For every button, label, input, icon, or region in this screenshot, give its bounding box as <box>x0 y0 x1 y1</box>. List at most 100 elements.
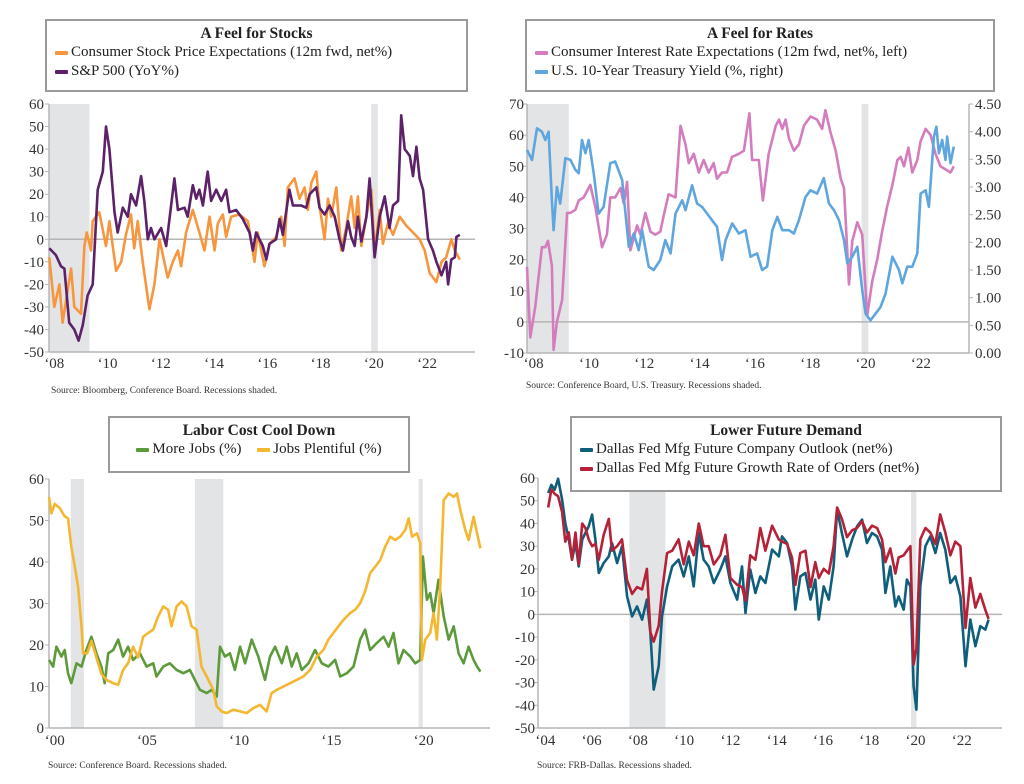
x-tick-label: ‘22 <box>911 356 931 372</box>
x-tick-label: ‘16 <box>745 356 765 372</box>
x-tick-label: ‘06 <box>582 733 602 749</box>
chart-2: 60 50 40 30 20 10 0‘00 ‘05 ‘10 ‘15 ‘20 <box>29 472 490 749</box>
chart-title: Labor Cost Cool Down <box>182 422 336 439</box>
y-tick-label: 20 <box>29 187 44 203</box>
y-tick-label: -30 <box>24 300 44 316</box>
y-tick-label-right: 0.00 <box>975 346 1001 362</box>
y-tick-label: 30 <box>29 597 44 613</box>
x-tick-label: ‘14 <box>767 733 787 749</box>
x-tick-label: ‘12 <box>151 356 171 372</box>
y-tick-label: 30 <box>509 222 524 238</box>
y-tick-label-right: 3.00 <box>975 180 1001 196</box>
y-tick-label: 40 <box>509 190 524 206</box>
legend-item-consumer-rate-expectations: Consumer Interest Rate Expectations (12m… <box>535 43 985 62</box>
legend-swatch <box>257 447 271 452</box>
legend-swatch <box>580 466 593 471</box>
series-line-1 <box>525 125 956 322</box>
y-tick-label: 60 <box>509 128 524 144</box>
legend-label: Consumer Stock Price Expectations (12m f… <box>71 44 393 60</box>
y-tick-label: 60 <box>29 97 44 113</box>
series-line-0 <box>546 477 990 711</box>
y-tick-label-right: 3.50 <box>975 152 1001 168</box>
legend-label: Dallas Fed Mfg Future Growth Rate of Ord… <box>596 460 920 476</box>
y-tick-label: 30 <box>520 539 535 555</box>
y-tick-label: 20 <box>520 562 535 578</box>
legend-item-growth-orders: Dallas Fed Mfg Future Growth Rate of Ord… <box>580 459 992 478</box>
x-tick-label: ‘12 <box>634 356 654 372</box>
chart-1: 70 60 50 40 30 20 10 0 -10 4.50 4.00 3.50 3.00 2.50 2.… <box>504 97 1001 372</box>
recession-shade <box>70 479 85 728</box>
x-tick-label: ‘22 <box>417 356 437 372</box>
chart-3: 60 50 40 30 20 10 0 -10 -20 -30 -40 -50‘04 ‘06 ‘08 ‘10… <box>515 471 1002 749</box>
y-tick-label: -20 <box>515 653 535 669</box>
legend-swatch <box>55 50 68 55</box>
x-tick-label: ‘20 <box>905 733 925 749</box>
x-tick-label: ‘20 <box>856 356 876 372</box>
x-tick-label: ‘10 <box>579 356 599 372</box>
x-tick-label: ‘18 <box>800 356 820 372</box>
y-tick-label: 20 <box>29 638 44 654</box>
x-tick-label: ‘12 <box>720 733 740 749</box>
series-line-1 <box>546 488 990 666</box>
x-tick-label: ‘00 <box>45 733 65 749</box>
x-tick-label: ‘05 <box>137 733 157 749</box>
y-tick-label: 20 <box>509 253 524 269</box>
legend-swatch <box>535 69 548 74</box>
chart-title: A Feel for Stocks <box>200 25 313 42</box>
y-tick-label-right: 4.50 <box>975 97 1001 113</box>
x-tick-label: ‘08 <box>628 733 648 749</box>
source-note: Source: Conference Board. Recessions sha… <box>48 761 227 771</box>
legend-demand: Lower Future Demand Dallas Fed Mfg Futur… <box>570 416 1002 492</box>
recession-shade <box>861 104 869 353</box>
y-tick-label: 50 <box>29 120 44 136</box>
legend-label: More Jobs (%) <box>152 441 242 457</box>
x-tick-label: ‘14 <box>204 356 224 372</box>
y-tick-label: 50 <box>29 514 44 530</box>
x-tick-label: ‘08 <box>44 356 64 372</box>
legend-swatch <box>136 447 150 452</box>
series-line-1 <box>47 492 482 715</box>
y-tick-label: 0 <box>528 607 536 623</box>
legend-item-more-jobs: More Jobs (%) <box>136 440 242 459</box>
y-tick-label: -10 <box>24 255 44 271</box>
y-tick-label: 50 <box>520 494 535 510</box>
legend-label: Consumer Interest Rate Expectations (12m… <box>551 44 908 60</box>
x-tick-label: ‘16 <box>257 356 277 372</box>
legend-swatch <box>535 50 548 55</box>
x-tick-label: ‘08 <box>524 356 544 372</box>
y-tick-label: -10 <box>515 630 535 646</box>
y-tick-label: -40 <box>24 322 44 338</box>
x-tick-label: ‘10 <box>98 356 118 372</box>
x-tick-label: ‘04 <box>535 733 555 749</box>
y-tick-label: 10 <box>29 680 44 696</box>
y-tick-label: 10 <box>29 210 44 226</box>
legend-stocks: A Feel for Stocks Consumer Stock Price E… <box>45 19 468 92</box>
y-tick-label-right: 4.00 <box>975 125 1001 141</box>
x-tick-label: ‘20 <box>364 356 384 372</box>
y-tick-label-right: 2.50 <box>975 208 1001 224</box>
chart-title: A Feel for Rates <box>706 25 814 42</box>
legend-rates: A Feel for Rates Consumer Interest Rate … <box>525 19 995 92</box>
y-tick-label: 60 <box>29 472 44 488</box>
recession-shade <box>911 478 917 728</box>
y-tick-label: 30 <box>29 165 44 181</box>
legend-label: S&P 500 (YoY%) <box>71 63 179 79</box>
y-tick-label: 10 <box>520 585 535 601</box>
x-tick-label: ‘14 <box>690 356 710 372</box>
legend-label: Jobs Plentiful (%) <box>273 441 382 457</box>
y-tick-label: 0 <box>517 315 525 331</box>
x-tick-label: ‘16 <box>813 733 833 749</box>
legend-item-jobs-plentiful: Jobs Plentiful (%) <box>257 440 382 459</box>
y-tick-label: -40 <box>515 698 535 714</box>
y-tick-label: 70 <box>509 97 524 113</box>
y-tick-label: -20 <box>24 277 44 293</box>
y-tick-label-right: 2.00 <box>975 235 1001 251</box>
y-tick-label-right: 0.50 <box>975 318 1001 334</box>
y-tick-label: 40 <box>29 142 44 158</box>
legend-item-company-outlook: Dallas Fed Mfg Future Company Outlook (n… <box>580 440 992 459</box>
chart-0: 60 50 40 30 20 10 0 -10 -20 -30 -40 -50‘08 ‘10 ‘12 ‘14… <box>24 97 475 372</box>
series-line-1 <box>48 114 461 342</box>
y-tick-label: 50 <box>509 159 524 175</box>
y-tick-label: -30 <box>515 676 535 692</box>
